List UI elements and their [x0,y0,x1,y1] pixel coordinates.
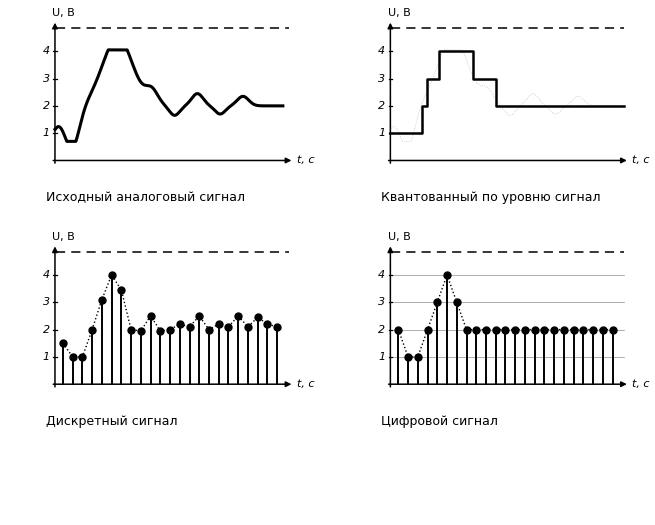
Text: 3: 3 [43,297,50,307]
Text: 4: 4 [43,270,50,280]
Text: 1: 1 [378,128,385,138]
Text: t, с: t, с [632,379,649,389]
Text: 4: 4 [43,46,50,56]
Text: 4: 4 [378,46,385,56]
Text: Цифровой сигнал: Цифровой сигнал [381,415,498,428]
Text: U, В: U, В [388,232,410,242]
Text: 1: 1 [378,352,385,362]
Text: Исходный аналоговый сигнал: Исходный аналоговый сигнал [46,191,245,204]
Text: 1: 1 [43,128,50,138]
Text: U, В: U, В [388,8,410,18]
Text: U, В: U, В [52,232,75,242]
Text: t, с: t, с [297,155,314,165]
Text: 3: 3 [43,74,50,83]
Text: U, В: U, В [52,8,75,18]
Text: Дискретный сигнал: Дискретный сигнал [46,415,178,428]
Text: 1: 1 [43,352,50,362]
Text: Квантованный по уровню сигнал: Квантованный по уровню сигнал [381,191,601,204]
Text: 4: 4 [378,270,385,280]
Text: 2: 2 [43,101,50,111]
Text: 2: 2 [378,324,385,334]
Text: 3: 3 [378,297,385,307]
Text: 2: 2 [378,101,385,111]
Text: t, с: t, с [632,155,649,165]
Text: 3: 3 [378,74,385,83]
Text: 2: 2 [43,324,50,334]
Text: t, с: t, с [297,379,314,389]
